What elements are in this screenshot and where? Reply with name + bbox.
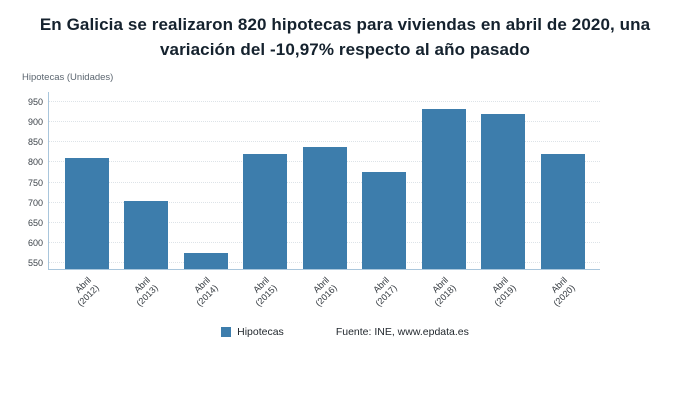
- y-axis-title: Hipotecas (Unidades): [22, 72, 114, 83]
- y-tick-label: 800: [27, 157, 43, 168]
- y-tick-label: 900: [27, 117, 43, 128]
- x-slot: Abril (2019): [481, 271, 525, 327]
- bar-2012[interactable]: [64, 157, 109, 269]
- y-tick-label: 700: [27, 197, 43, 208]
- x-slot: Abril (2016): [302, 271, 346, 327]
- x-tick-label: Abril (2019): [490, 275, 518, 309]
- y-tick-label: 550: [27, 257, 43, 268]
- gridline: [49, 121, 600, 123]
- x-slot: Abril (2015): [242, 271, 286, 327]
- x-slot: Abril (2014): [183, 271, 227, 327]
- y-tick-label: 650: [27, 217, 43, 228]
- bar-2014[interactable]: [183, 252, 228, 269]
- x-tick-label: Abril (2012): [72, 275, 101, 309]
- gridline: [49, 141, 600, 143]
- y-tick-label: 750: [27, 177, 43, 188]
- y-tick-label: 950: [27, 97, 43, 108]
- bar-2017[interactable]: [362, 172, 406, 269]
- x-slot: Abril (2018): [421, 271, 465, 327]
- legend-label: Hipotecas: [237, 326, 284, 338]
- legend-swatch-icon: [221, 327, 232, 337]
- x-axis-labels: Abril (2012) Abril (2013) Abril (2014) Abri…: [48, 271, 600, 327]
- x-tick-label: Abril (2020): [549, 275, 578, 309]
- x-slot: Abril (2020): [540, 271, 584, 327]
- x-tick-label: Abril (2013): [132, 275, 161, 309]
- bar-2015[interactable]: [243, 154, 287, 269]
- y-tick-label: 600: [27, 237, 43, 248]
- bar-2018[interactable]: [421, 109, 466, 269]
- y-tick-label: 850: [27, 137, 43, 148]
- source-text: Fuente: INE, www.epdata.es: [335, 326, 469, 338]
- x-slot: Abril (2017): [362, 271, 406, 327]
- bar-2019[interactable]: [481, 114, 525, 269]
- plot-area: 550 600 650 700 750 800 850 900 950: [28, 92, 600, 270]
- bar-2020[interactable]: [540, 154, 585, 269]
- x-slot: Abril (2013): [123, 271, 167, 327]
- bar-2016[interactable]: [302, 147, 347, 269]
- legend-item-hipotecas[interactable]: Hipotecas: [221, 326, 284, 338]
- x-tick-label: Abril (2018): [430, 275, 459, 309]
- bar-2013[interactable]: [124, 200, 168, 269]
- x-tick-label: Abril (2017): [370, 275, 399, 309]
- bar-series: [49, 92, 600, 269]
- x-tick-label: Abril (2016): [311, 275, 339, 309]
- x-slot: Abril (2012): [64, 271, 108, 327]
- gridline: [49, 101, 600, 103]
- chart-title: En Galicia se realizaron 820 hipotecas p…: [39, 15, 651, 59]
- x-tick-label: Abril (2014): [192, 275, 220, 309]
- chart-footer: Hipotecas Fuente: INE, www.epdata.es: [0, 326, 690, 338]
- x-tick-label: Abril (2015): [251, 275, 280, 309]
